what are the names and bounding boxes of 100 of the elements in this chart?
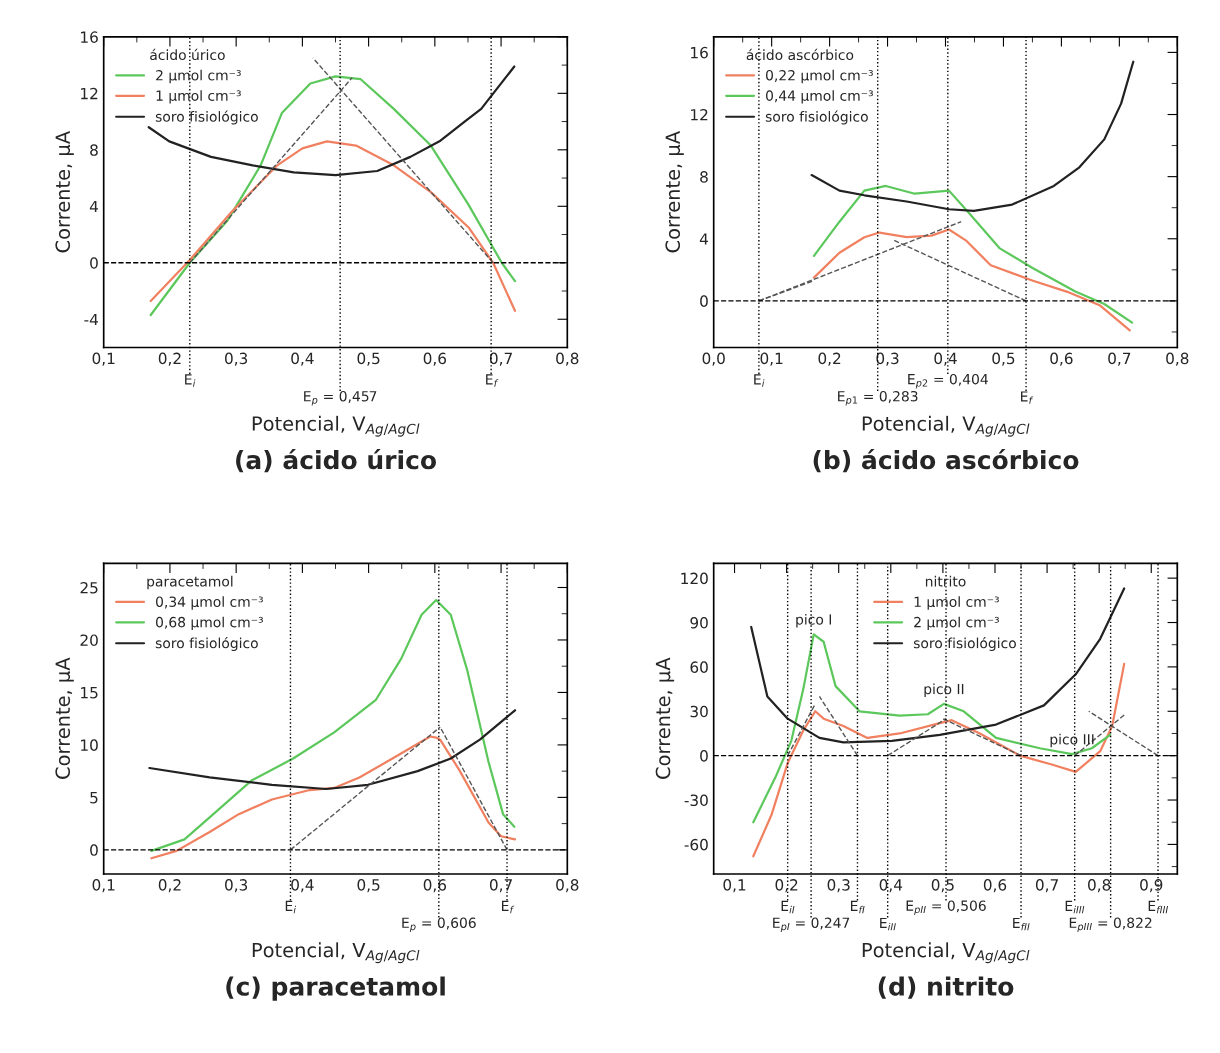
legend-label: 1 µmol cm⁻³ <box>914 596 999 610</box>
legend-title: ácido úrico <box>150 48 225 61</box>
x-axis-title: Potencial, V$_{Ag/AgCl}$ <box>862 415 1030 437</box>
y-tick-label: 30 <box>690 705 708 718</box>
y-tick-label: 10 <box>81 739 98 751</box>
ref-line-label: E$_{p}$ = 0,606 <box>402 917 476 933</box>
y-tick-label: 60 <box>690 661 708 673</box>
y-tick-label: 4 <box>89 200 98 213</box>
x-tick-label: 0,2 <box>818 352 841 366</box>
y-axis-title: Corrente, µA <box>665 131 684 253</box>
x-tick-label: 0,6 <box>1050 352 1073 366</box>
legend-label: 1 µmol cm⁻³ <box>156 90 241 104</box>
y-tick-label: 0 <box>90 844 98 856</box>
x-tick-label: 0,1 <box>760 352 783 366</box>
ref-line-label: E$_{p1}$ = 0,283 <box>838 390 918 406</box>
ref-line-label: E$_{iI}$ <box>781 900 795 914</box>
ref-line-label: E$_{p}$ = 0,457 <box>304 390 377 406</box>
x-tick-label: 0,8 <box>556 352 579 366</box>
x-tick-label: 0,3 <box>225 352 248 366</box>
x-tick-label: 0,4 <box>291 879 314 893</box>
ref-line-label: E$_{pIII}$ = 0,822 <box>1069 917 1152 933</box>
legend-title: ácido ascórbico <box>746 48 854 61</box>
ref-line-label: E$_{f}$ <box>502 900 515 914</box>
y-tick-label: 0 <box>90 257 98 269</box>
x-tick-label: 0,3 <box>876 352 899 366</box>
x-tick-label: 0,7 <box>489 352 512 366</box>
x-tick-label: 0,1 <box>92 879 115 893</box>
x-tick-label: 0,1 <box>92 352 115 366</box>
ref-line-label: E$_{pI}$ = 0,247 <box>773 917 850 933</box>
y-tick-label: 5 <box>90 792 98 804</box>
y-tick-label: 4 <box>699 233 708 245</box>
legend-label: 0,68 µmol cm⁻³ <box>156 616 263 631</box>
ref-line-label: E$_{fI}$ <box>850 900 865 914</box>
legend-title: nitrito <box>925 575 966 587</box>
ref-line-label: E$_{f}$ <box>1021 391 1034 404</box>
x-axis-title: Potencial, V$_{Ag/AgCl}$ <box>252 942 420 964</box>
legend-title: paracetamol <box>147 575 233 590</box>
y-tick-label: 12 <box>81 87 98 100</box>
text: (a) ácido úrico <box>236 449 436 473</box>
x-tick-label: 0,7 <box>1035 879 1058 893</box>
x-tick-label: 0,6 <box>423 879 447 893</box>
x-tick-label: 0,5 <box>931 879 954 893</box>
x-tick-label: 0,7 <box>489 879 512 893</box>
y-tick-label: 20 <box>80 634 98 646</box>
y-tick-label: 25 <box>80 581 98 594</box>
legend-label: 0,44 µmol cm⁻³ <box>766 90 873 104</box>
x-tick-label: 0,2 <box>775 879 798 893</box>
x-tick-label: 0,6 <box>423 352 447 366</box>
ref-line-label: E$_{i}$ <box>185 374 196 387</box>
x-tick-label: 0,3 <box>225 879 248 893</box>
annotation: pico II <box>924 683 964 697</box>
y-tick-label: 90 <box>690 616 708 629</box>
y-tick-label: -60 <box>684 838 708 851</box>
x-tick-label: 0,0 <box>702 352 725 366</box>
y-tick-label: 15 <box>81 687 98 699</box>
text: (d) nitrito <box>878 976 1014 999</box>
ref-line-label: E$_{f}$ <box>486 374 499 387</box>
y-axis-title: Corrente, µA <box>655 657 675 779</box>
text: (c) paracetamol <box>226 976 445 1001</box>
ref-line-label: E$_{iIII}$ <box>1065 900 1085 914</box>
legend-label: 2 µmol cm⁻³ <box>156 69 241 84</box>
x-tick-label: 0,2 <box>158 879 181 893</box>
ref-line-label: E$_{pII}$ = 0,506 <box>906 900 986 915</box>
x-axis-title: Potencial, V$_{Ag/AgCl}$ <box>252 415 420 437</box>
x-tick-label: 0,5 <box>357 879 380 893</box>
y-axis-title: Corrente, µA <box>55 131 74 253</box>
y-axis-title: Corrente, µA <box>55 657 74 779</box>
legend-label: 2 µmol cm⁻³ <box>914 616 999 631</box>
x-axis-title: Potencial, V$_{Ag/AgCl}$ <box>862 942 1030 964</box>
x-tick-label: 0,4 <box>879 879 903 893</box>
y-tick-label: 16 <box>691 46 708 59</box>
ref-line-label: E$_{i}$ <box>754 374 765 387</box>
x-tick-label: 0,8 <box>1088 879 1111 893</box>
ref-line-label: E$_{p2}$ = 0,404 <box>908 373 988 389</box>
y-tick-label: 120 <box>681 572 708 585</box>
legend-label: soro fisiológico <box>913 637 1016 652</box>
x-tick-label: 0,6 <box>983 879 1007 893</box>
annotation: pico III <box>1050 733 1094 748</box>
y-tick-label: 8 <box>90 144 98 156</box>
ref-line-label: E$_{fII}$ <box>1013 917 1030 931</box>
ref-line-label: E$_{i}$ <box>285 900 296 914</box>
y-tick-label: -30 <box>684 794 708 807</box>
x-tick-label: 0,5 <box>357 352 380 366</box>
y-tick-label: -4 <box>84 313 98 326</box>
legend-label: 0,34 µmol cm⁻³ <box>156 596 263 610</box>
legend-label: 0,22 µmol cm⁻³ <box>766 69 873 84</box>
x-tick-label: 0,3 <box>827 879 850 893</box>
annotation: pico I <box>796 613 832 628</box>
x-tick-label: 0,5 <box>992 352 1015 366</box>
legend-label: soro fisiológico <box>765 110 868 125</box>
y-tick-label: 12 <box>691 108 708 121</box>
y-tick-label: 0 <box>700 750 708 762</box>
x-tick-label: 0,7 <box>1108 352 1131 366</box>
y-tick-label: 0 <box>700 295 708 307</box>
x-tick-label: 0,9 <box>1140 879 1163 893</box>
x-tick-label: 0,8 <box>556 879 579 893</box>
x-tick-label: 0,8 <box>1166 352 1189 366</box>
x-tick-label: 0,4 <box>291 352 314 366</box>
x-tick-label: 0,4 <box>934 352 957 366</box>
x-tick-label: 0,1 <box>723 879 746 893</box>
